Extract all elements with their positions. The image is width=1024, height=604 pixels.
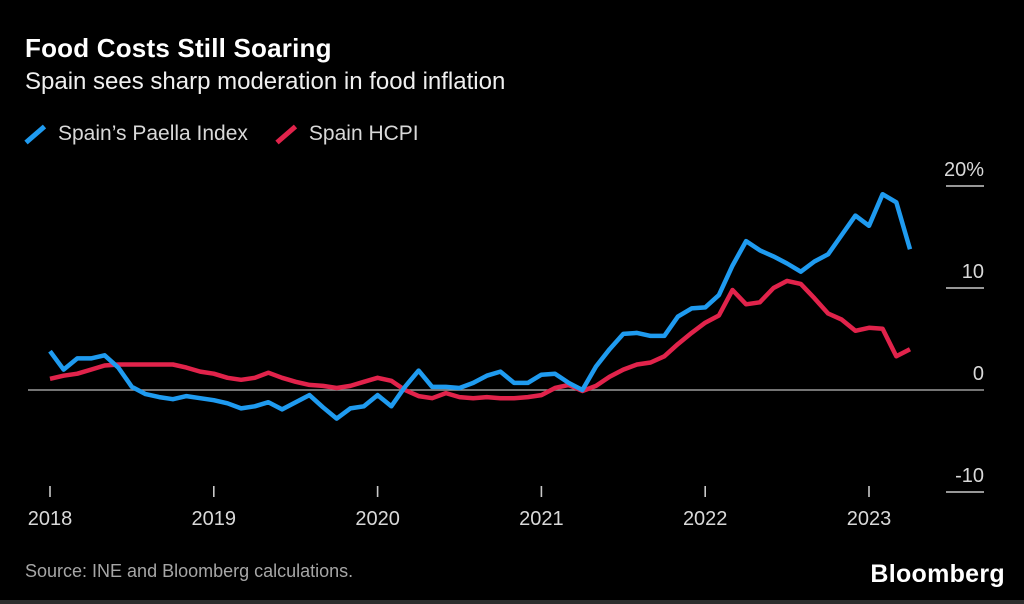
- x-axis-label: 2019: [192, 508, 237, 530]
- chart-line-hcpi: [49, 278, 912, 401]
- legend-item-paella-index: Spain’s Paella Index: [23, 122, 248, 146]
- x-axis-label: 2023: [847, 508, 892, 530]
- x-axis-label: 2020: [355, 508, 400, 530]
- x-axis-label: 2022: [683, 508, 728, 530]
- legend-label-paella-index: Spain’s Paella Index: [58, 122, 248, 145]
- chart-subtitle: Spain sees sharp moderation in food infl…: [25, 68, 506, 95]
- y-axis-label: 0: [973, 363, 984, 385]
- red-slash-icon: [275, 124, 298, 144]
- chart-line-paella-index: [48, 191, 913, 421]
- y-axis-label: 20%: [944, 159, 984, 181]
- legend-item-hcpi: Spain HCPI: [274, 122, 419, 146]
- chart-legend: Spain’s Paella Index Spain HCPI: [23, 122, 419, 146]
- x-axis-label: 2021: [519, 508, 564, 530]
- line-chart-plot-area: 20% 10 0 -10 2018 2019 2020 2021 2022 2023: [28, 159, 984, 530]
- x-axis-label: 2018: [28, 508, 73, 530]
- y-axis-label: 10: [962, 261, 984, 283]
- blue-slash-icon: [24, 124, 47, 144]
- window-bottom-edge: [0, 600, 1024, 604]
- source-note: Source: INE and Bloomberg calculations.: [25, 561, 354, 581]
- chart-title: Food Costs Still Soaring: [25, 33, 332, 63]
- y-axis-label: -10: [955, 465, 984, 487]
- legend-label-hcpi: Spain HCPI: [308, 122, 419, 145]
- bloomberg-logo: Bloomberg: [870, 560, 1005, 588]
